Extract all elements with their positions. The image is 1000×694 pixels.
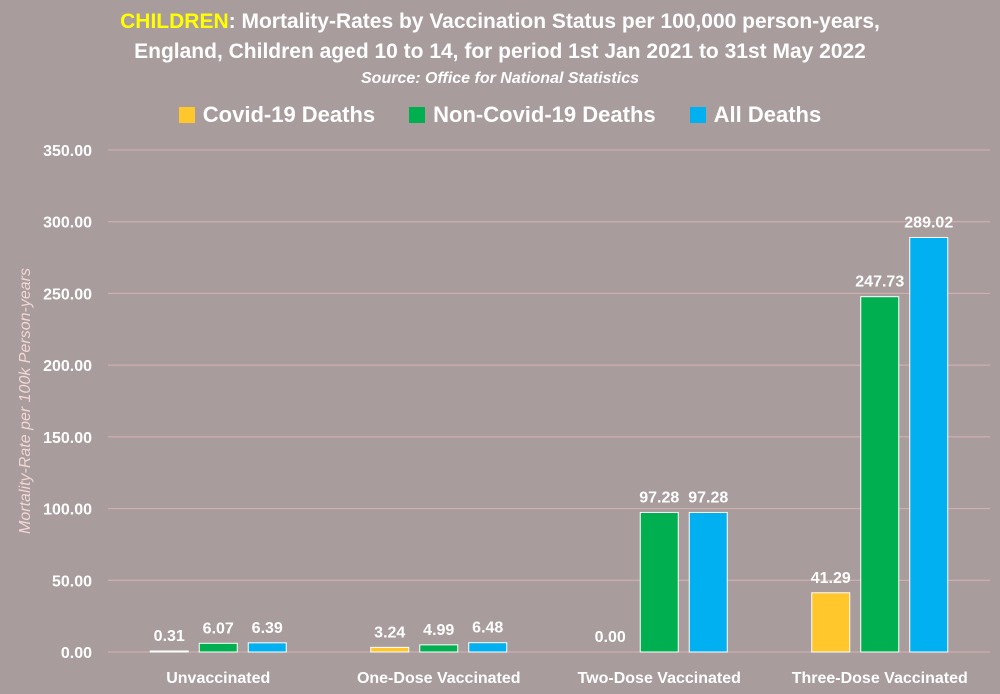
chart-title-line-1: CHILDREN: Mortality-Rates by Vaccination… <box>0 10 1000 34</box>
legend-swatch <box>409 107 426 123</box>
legend-label: All Deaths <box>713 102 822 127</box>
title-text: : Mortality-Rates by Vaccination Status … <box>228 10 880 33</box>
y-tick-label: 0.00 <box>61 645 92 662</box>
data-label: 6.48 <box>472 620 503 637</box>
y-tick-label: 200.00 <box>43 358 92 375</box>
bar <box>909 236 949 653</box>
y-tick-label: 300.00 <box>43 215 92 232</box>
bar <box>860 296 900 653</box>
legend-label: Covid-19 Deaths <box>202 102 376 127</box>
legend-label: Non-Covid-19 Deaths <box>433 102 656 127</box>
legend-swatch <box>689 107 706 123</box>
data-label: 4.99 <box>423 622 454 639</box>
legend-swatch <box>178 107 195 123</box>
legend-item: Non-Covid-19 Deaths <box>409 102 656 128</box>
y-tick-label: 150.00 <box>43 430 92 447</box>
bar <box>247 642 287 653</box>
x-tick-label: One-Dose Vaccinated <box>357 670 521 687</box>
x-tick-label: Three-Dose Vaccinated <box>792 670 968 687</box>
legend-item: Covid-19 Deaths <box>178 102 376 128</box>
bar <box>468 642 508 653</box>
title-highlight: CHILDREN <box>120 10 229 33</box>
data-label: 97.28 <box>688 489 728 506</box>
data-label: 0.31 <box>154 628 185 645</box>
data-label: 97.28 <box>639 489 679 506</box>
data-label: 41.29 <box>811 570 851 587</box>
x-tick-label: Unvaccinated <box>166 670 270 687</box>
data-label: 6.39 <box>252 620 283 637</box>
y-axis-title: Mortality-Rate per 100k Person-years <box>17 268 34 534</box>
y-tick-label: 250.00 <box>43 286 92 303</box>
bar <box>419 644 459 653</box>
data-label: 289.02 <box>904 214 953 231</box>
chart-title-line-2: England, Children aged 10 to 14, for per… <box>134 40 866 63</box>
legend-item: All Deaths <box>689 102 822 128</box>
chart-legend: Covid-19 Deaths Non-Covid-19 Deaths All De… <box>0 102 1000 128</box>
bar <box>149 650 189 653</box>
data-label: 0.00 <box>595 629 626 646</box>
data-label: 3.24 <box>374 624 405 641</box>
y-tick-label: 350.00 <box>43 143 92 160</box>
x-tick-label: Two-Dose Vaccinated <box>578 670 741 687</box>
bar <box>811 592 851 653</box>
y-tick-label: 100.00 <box>43 502 92 519</box>
bar <box>688 511 728 653</box>
bar <box>370 646 410 653</box>
y-tick-label: 50.00 <box>52 573 92 590</box>
chart-subtitle: Source: Office for National Statistics <box>361 70 639 87</box>
data-label: 247.73 <box>855 274 904 291</box>
bar <box>198 642 238 653</box>
data-label: 6.07 <box>203 620 234 637</box>
bar <box>639 511 679 653</box>
